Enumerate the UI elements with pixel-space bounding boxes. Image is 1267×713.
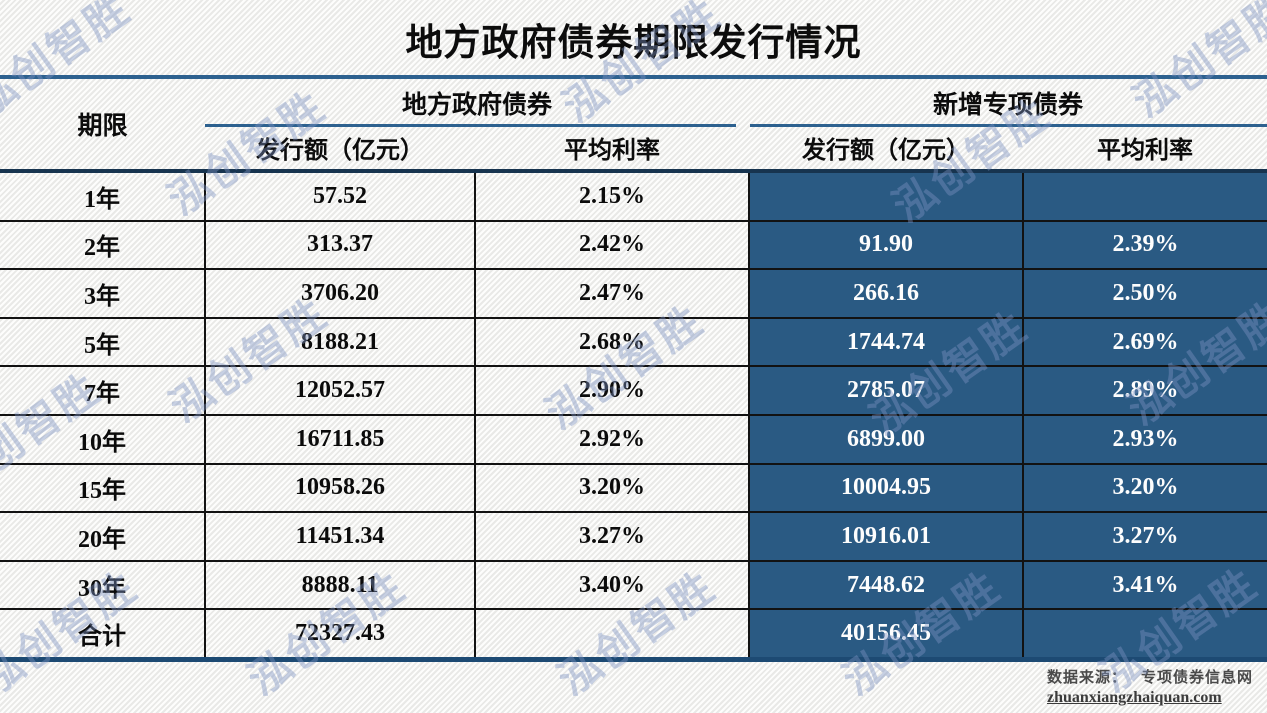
cell-local-rate: 2.15% xyxy=(473,170,751,222)
cell-special-rate xyxy=(1022,608,1267,662)
page-title: 地方政府债券期限发行情况 xyxy=(405,23,862,64)
cell-special-rate: 2.69% xyxy=(1022,316,1267,368)
cell-special-amount: 6899.00 xyxy=(748,413,1025,465)
header-sub-row: 发行额（亿元） 平均利率 发行额（亿元） 平均利率 xyxy=(0,126,1267,173)
bond-issuance-table: 期限 地方政府债券 新增专项债券 发行额（亿元） 平均利率 发行额（亿元） 平均… xyxy=(0,75,1267,662)
cell-special-rate: 2.39% xyxy=(1022,219,1267,271)
table-row-total: 合计 72327.43 40156.45 xyxy=(0,608,1267,662)
table-row-2y: 2年 313.37 2.42% 91.90 2.39% xyxy=(0,219,1267,271)
cell-special-rate: 3.20% xyxy=(1022,462,1267,514)
cell-local-amount: 57.52 xyxy=(204,170,476,222)
cell-local-amount: 8188.21 xyxy=(204,316,476,368)
cell-term: 2年 xyxy=(0,219,206,271)
table-row-5y: 5年 8188.21 2.68% 1744.74 2.69% xyxy=(0,316,1267,368)
cell-term: 7年 xyxy=(0,365,206,416)
data-source: 数据来源： 专项债券信息网 zhuanxiangzhaiquan.com xyxy=(1047,666,1253,707)
cell-local-rate: 3.20% xyxy=(473,462,751,514)
cell-local-amount: 10958.26 xyxy=(204,462,476,514)
col-header-local-rate: 平均利率 xyxy=(475,126,750,173)
cell-term: 10年 xyxy=(0,413,206,465)
cell-local-rate: 3.27% xyxy=(473,511,751,562)
table-row-7y: 7年 12052.57 2.90% 2785.07 2.89% xyxy=(0,365,1267,416)
source-link[interactable]: zhuanxiangzhaiquan.com xyxy=(1046,689,1222,706)
cell-local-rate: 2.90% xyxy=(473,365,751,416)
table-row-30y: 30年 8888.11 3.40% 7448.62 3.41% xyxy=(0,559,1267,611)
cell-term: 30年 xyxy=(0,559,206,611)
table-row-10y: 10年 16711.85 2.92% 6899.00 2.93% xyxy=(0,413,1267,465)
cell-local-amount: 12052.57 xyxy=(204,365,476,416)
table-row-3y: 3年 3706.20 2.47% 266.16 2.50% xyxy=(0,268,1267,319)
cell-special-rate: 3.27% xyxy=(1022,511,1267,562)
cell-local-rate: 2.68% xyxy=(473,316,751,368)
cell-special-amount: 91.90 xyxy=(748,219,1025,271)
cell-local-rate: 2.42% xyxy=(473,219,751,271)
cell-special-rate: 3.41% xyxy=(1022,559,1267,611)
cell-special-amount: 10004.95 xyxy=(748,462,1025,514)
cell-local-amount: 16711.85 xyxy=(204,413,476,465)
table-row-1y: 1年 57.52 2.15% xyxy=(0,170,1267,222)
cell-local-rate: 3.40% xyxy=(473,559,751,611)
cell-term: 合计 xyxy=(0,608,206,662)
source-label: 数据来源： xyxy=(1046,670,1127,686)
cell-local-amount: 72327.43 xyxy=(204,608,476,662)
cell-local-amount: 8888.11 xyxy=(204,559,476,611)
col-header-special-amount: 发行额（亿元） xyxy=(749,126,1024,173)
col-group-local-bonds: 地方政府债券 xyxy=(205,77,749,126)
cell-special-amount: 10916.01 xyxy=(748,511,1025,562)
cell-special-rate: 2.93% xyxy=(1022,413,1267,465)
cell-local-rate xyxy=(473,608,751,662)
cell-term: 20年 xyxy=(0,511,206,562)
cell-special-rate xyxy=(1022,170,1267,222)
cell-special-amount: 266.16 xyxy=(748,268,1025,319)
cell-special-rate: 2.50% xyxy=(1022,268,1267,319)
cell-special-amount xyxy=(748,170,1025,222)
cell-term: 15年 xyxy=(0,462,206,514)
cell-term: 1年 xyxy=(0,170,206,222)
col-header-local-amount: 发行额（亿元） xyxy=(205,126,475,173)
cell-special-amount: 2785.07 xyxy=(748,365,1025,416)
header-group-row: 期限 地方政府债券 新增专项债券 xyxy=(0,77,1267,173)
cell-local-rate: 2.47% xyxy=(473,268,751,319)
table-row-15y: 15年 10958.26 3.20% 10004.95 3.20% xyxy=(0,462,1267,514)
source-name: 专项债券信息网 xyxy=(1140,670,1253,686)
cell-special-amount: 7448.62 xyxy=(748,559,1025,611)
cell-local-amount: 11451.34 xyxy=(204,511,476,562)
col-header-special-rate: 平均利率 xyxy=(1023,126,1267,173)
cell-special-rate: 2.89% xyxy=(1022,365,1267,416)
col-group-new-special-bonds: 新增专项债券 xyxy=(749,77,1267,126)
cell-term: 5年 xyxy=(0,316,206,368)
col-header-term: 期限 xyxy=(0,77,205,173)
cell-special-amount: 1744.74 xyxy=(748,316,1025,368)
cell-local-amount: 313.37 xyxy=(204,219,476,271)
cell-local-rate: 2.92% xyxy=(473,413,751,465)
cell-term: 3年 xyxy=(0,268,206,319)
table-row-20y: 20年 11451.34 3.27% 10916.01 3.27% xyxy=(0,511,1267,562)
cell-local-amount: 3706.20 xyxy=(204,268,476,319)
cell-special-amount: 40156.45 xyxy=(748,608,1025,662)
